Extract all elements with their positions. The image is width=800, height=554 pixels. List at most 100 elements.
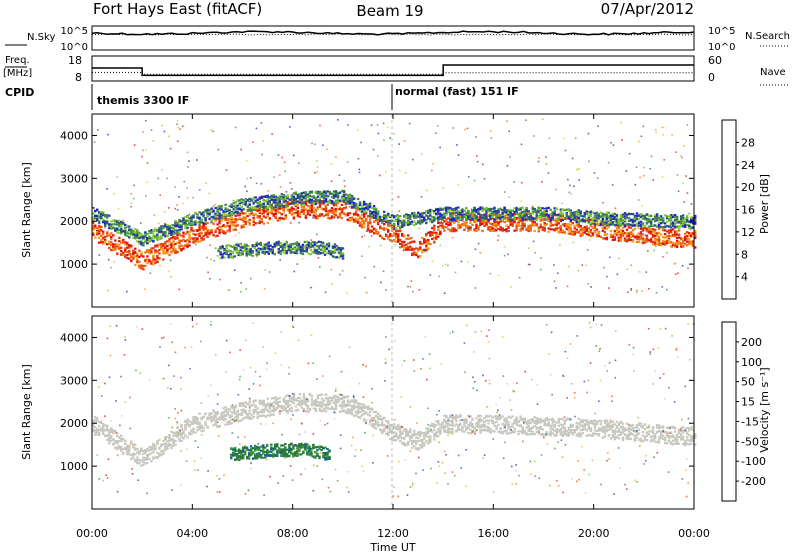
power-cell <box>368 214 372 217</box>
power-speckle <box>311 142 313 145</box>
power-cell <box>148 230 151 233</box>
power-cell <box>240 218 243 221</box>
power-cell <box>186 226 189 229</box>
power-speckle <box>489 272 492 275</box>
power-cell <box>118 246 121 249</box>
power-speckle <box>563 217 566 220</box>
power-speckle <box>670 216 672 218</box>
power-cell <box>260 220 263 223</box>
power-cell <box>635 218 639 221</box>
power-cell <box>437 209 440 212</box>
power-speckle <box>238 232 240 234</box>
power-cell <box>342 199 346 202</box>
power-cell <box>517 215 520 218</box>
power-cell <box>419 255 422 258</box>
power-cell <box>314 208 318 211</box>
power-speckle <box>293 154 295 157</box>
power-speckle <box>503 191 506 193</box>
power-cell <box>328 217 332 220</box>
power-cell <box>170 242 173 245</box>
power-cell <box>621 232 625 235</box>
power-cell <box>162 243 165 246</box>
power-cell <box>306 209 310 212</box>
power-cell <box>150 250 153 253</box>
power-cell <box>307 242 311 245</box>
power-cell <box>100 238 103 242</box>
power-cell <box>637 221 641 224</box>
power-cell <box>647 230 651 233</box>
power-cell <box>298 212 302 215</box>
power-cell <box>665 242 669 245</box>
power-cell <box>138 242 141 245</box>
power-cell <box>571 218 574 221</box>
power-speckle <box>113 193 115 195</box>
power-speckle <box>553 280 556 283</box>
power-cell <box>280 196 283 199</box>
power-cell <box>172 224 175 227</box>
power-cell <box>362 209 366 212</box>
power-cell <box>379 215 382 218</box>
power-cell <box>352 197 356 200</box>
power-cell <box>655 238 659 241</box>
power-cell <box>519 207 522 210</box>
power-cell <box>573 214 576 217</box>
power-cell <box>473 211 476 214</box>
power-cell <box>565 228 568 231</box>
power-cell <box>346 202 350 205</box>
power-cell <box>651 243 655 246</box>
power-cell <box>671 224 675 228</box>
power-cell <box>192 221 195 224</box>
power-cell <box>126 246 129 249</box>
power-cell <box>397 238 400 241</box>
power-cell <box>158 249 161 252</box>
power-cell <box>100 234 103 237</box>
power-speckle <box>398 143 400 145</box>
power-cell <box>517 213 520 216</box>
power-cell <box>427 217 430 220</box>
power-speckle <box>674 273 677 275</box>
power-cell <box>242 202 245 205</box>
power-cell <box>258 221 261 225</box>
power-cell <box>281 249 284 252</box>
power-cell <box>348 202 352 205</box>
power-cell <box>407 242 410 245</box>
power-cell <box>609 235 613 238</box>
power-cell <box>447 217 450 220</box>
power-cell <box>583 220 586 223</box>
power-cell <box>291 243 295 246</box>
power-cell <box>330 202 334 205</box>
power-cell <box>150 262 153 265</box>
power-cell <box>389 234 392 238</box>
power-cell <box>621 226 625 229</box>
power-cell <box>302 195 306 198</box>
power-cell <box>493 223 496 226</box>
power-cell <box>465 211 468 214</box>
power-cell <box>675 242 679 245</box>
power-cell <box>240 224 243 227</box>
power-cell <box>449 216 452 219</box>
power-cell <box>236 211 239 214</box>
power-cell <box>368 206 372 209</box>
power-speckle <box>616 273 619 276</box>
power-cell <box>483 213 486 216</box>
power-cell <box>631 240 635 243</box>
power-cell <box>241 253 244 256</box>
power-cell <box>677 221 681 224</box>
power-cell <box>625 232 629 235</box>
power-cell <box>487 227 490 230</box>
power-speckle <box>636 289 638 292</box>
power-cell <box>653 218 657 221</box>
power-cell <box>344 206 348 209</box>
power-cell <box>162 252 165 255</box>
power-cell <box>684 235 687 238</box>
power-speckle <box>578 179 580 181</box>
power-cell <box>234 228 237 231</box>
power-cell <box>565 211 568 215</box>
power-cell <box>336 194 340 197</box>
power-cell <box>567 223 570 226</box>
power-cell <box>525 213 528 216</box>
power-cell <box>168 238 171 241</box>
power-cell <box>589 213 593 216</box>
power-cell <box>688 238 691 241</box>
power-cell <box>221 245 224 248</box>
